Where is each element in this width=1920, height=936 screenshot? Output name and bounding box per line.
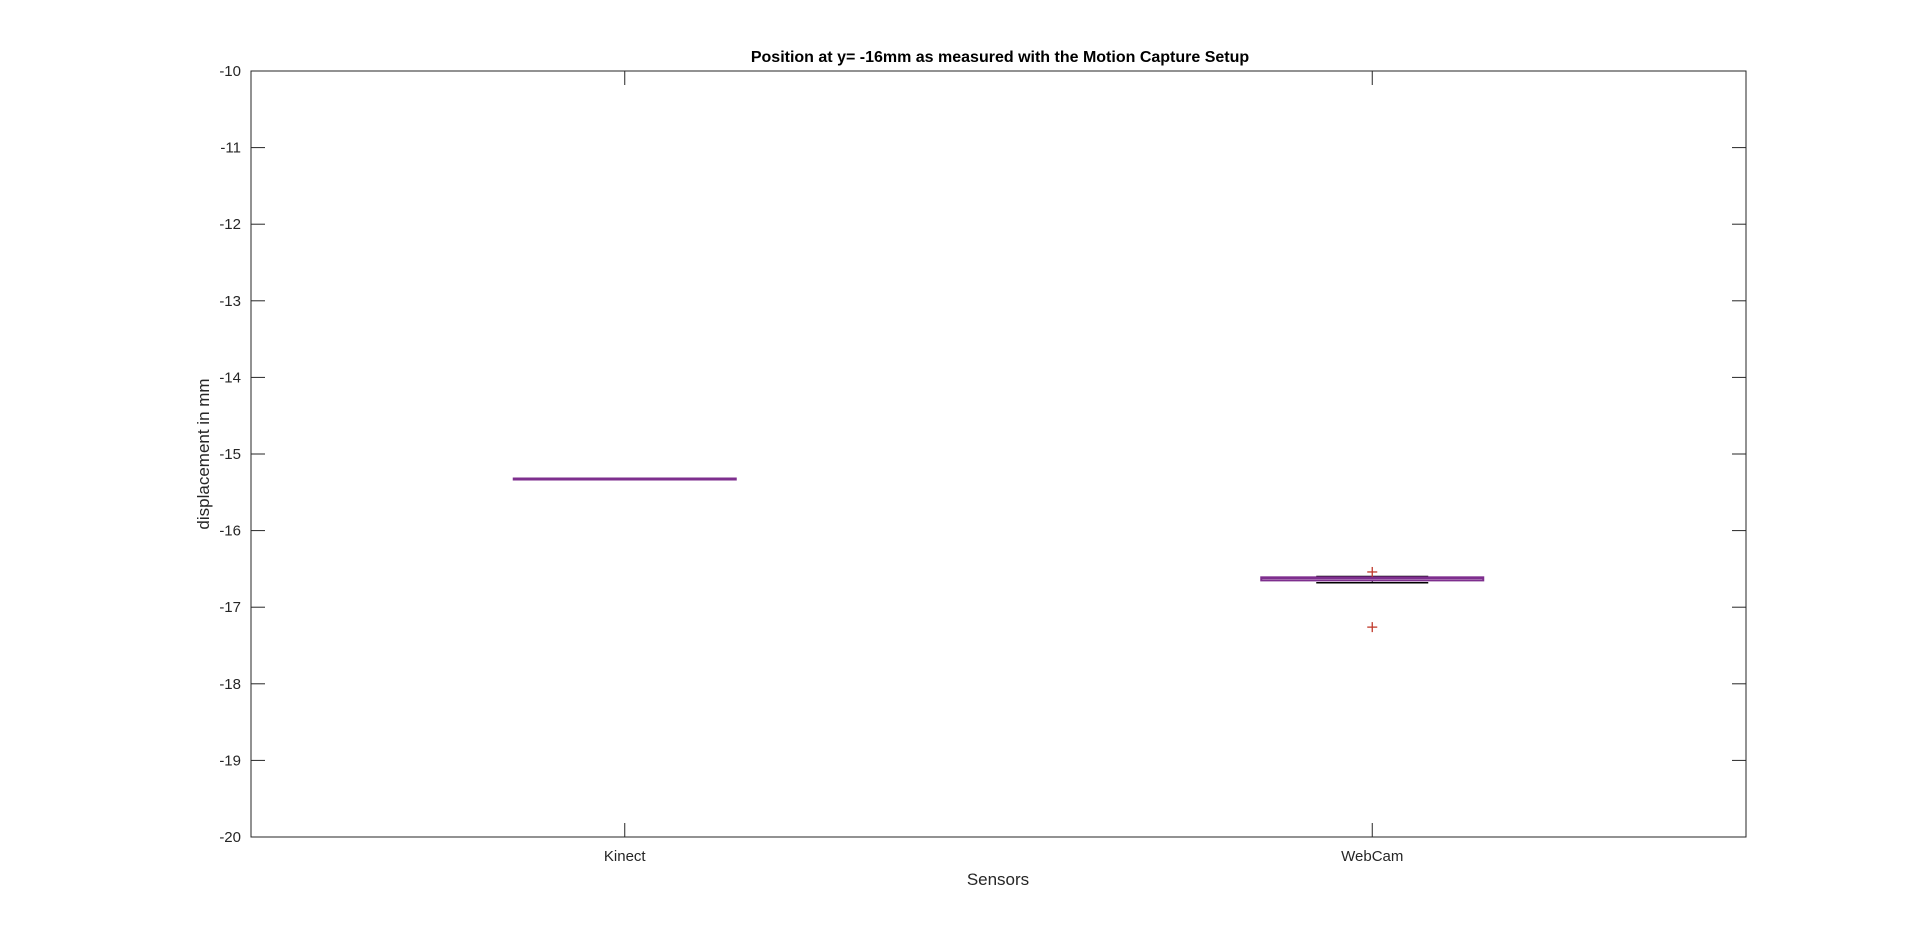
y-tick-label: -18 (219, 676, 241, 693)
y-axis: -10 -11 -12 -13 -14 -15 -16 -17 -18 -19 -20 (219, 63, 1746, 846)
y-axis-label: displacement in mm (194, 378, 213, 529)
y-tick-label: -19 (219, 752, 241, 769)
y-tick-label: -16 (219, 523, 241, 540)
x-tick-label: WebCam (1341, 848, 1403, 865)
box-webcam (1260, 566, 1485, 633)
y-tick-label: -14 (219, 369, 241, 386)
y-tick-label: -20 (219, 829, 241, 846)
y-tick-label: -13 (219, 293, 241, 310)
x-axis: Kinect WebCam (604, 71, 1403, 865)
plot-area (250, 70, 1747, 838)
y-tick-label: -17 (219, 599, 241, 616)
y-tick-label: -11 (220, 140, 241, 157)
y-tick-label: -12 (219, 216, 241, 233)
y-tick-label: -10 (219, 63, 241, 80)
outlier-marker (1367, 622, 1378, 633)
chart-title: Position at y= -16mm as measured with th… (751, 49, 1250, 66)
box-kinect (512, 477, 737, 481)
x-axis-label: Sensors (967, 870, 1029, 889)
x-tick-label: Kinect (604, 848, 647, 865)
y-tick-label: -15 (219, 446, 241, 463)
outlier-marker (1367, 566, 1378, 577)
box-plots (512, 477, 1485, 633)
